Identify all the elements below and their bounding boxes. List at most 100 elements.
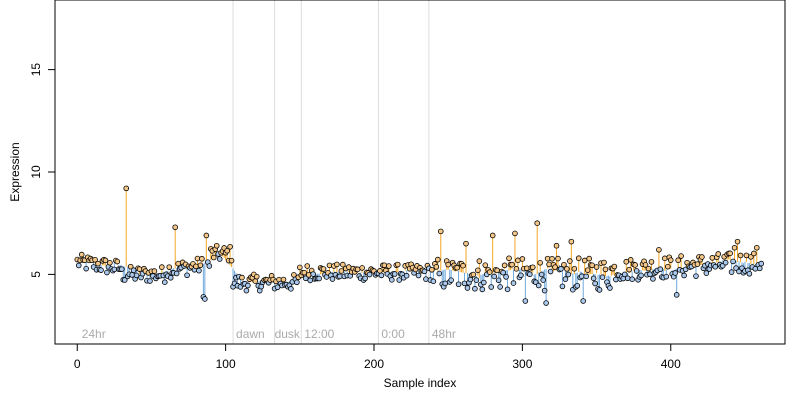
data-point — [534, 220, 541, 226]
data-point — [297, 264, 303, 271]
data-point — [455, 281, 462, 288]
data-point — [667, 257, 674, 263]
data-point — [737, 252, 744, 259]
data-point — [130, 267, 137, 274]
data-point — [613, 276, 619, 283]
data-point — [421, 268, 428, 275]
data-point — [510, 280, 517, 286]
data-point — [559, 283, 566, 290]
data-point — [123, 185, 130, 192]
data-point — [334, 261, 340, 268]
data-point — [526, 271, 533, 278]
data-point — [403, 272, 410, 279]
data-point — [624, 275, 631, 282]
data-point — [386, 263, 392, 269]
x-tick-label-0: 0 — [74, 357, 81, 371]
data-point — [722, 259, 729, 266]
data-point — [310, 271, 316, 277]
data-point — [500, 269, 506, 276]
data-point — [541, 287, 548, 294]
y-tick-label-2: 15 — [29, 63, 43, 77]
data-point — [564, 266, 570, 272]
data-point — [519, 256, 526, 262]
x-tick-label-1: 100 — [216, 357, 236, 371]
data-point — [210, 254, 217, 261]
data-point — [301, 269, 308, 276]
data-point — [326, 262, 333, 269]
data-point — [662, 255, 668, 262]
data-point — [758, 260, 765, 267]
phase-label-0: 24hr — [82, 327, 106, 341]
data-point — [196, 267, 202, 274]
data-point — [703, 270, 710, 276]
data-point — [172, 224, 178, 231]
data-point — [731, 244, 738, 251]
data-point — [543, 300, 549, 306]
data-point — [359, 265, 365, 271]
data-point — [645, 265, 652, 272]
data-point — [629, 276, 635, 282]
data-point — [95, 260, 101, 267]
data-point — [488, 284, 495, 290]
data-point — [216, 256, 223, 262]
data-point — [197, 262, 204, 269]
data-point — [509, 261, 515, 268]
data-point — [288, 286, 294, 292]
data-point — [746, 270, 753, 277]
data-point — [302, 275, 309, 282]
data-point — [593, 264, 600, 270]
data-point — [495, 277, 502, 284]
data-point — [78, 251, 85, 258]
data-point — [681, 272, 687, 279]
phase-label-4: 0:00 — [381, 327, 405, 341]
data-point — [699, 254, 705, 260]
data-point — [121, 277, 128, 283]
data-point — [445, 261, 451, 268]
data-point — [538, 271, 545, 278]
data-point — [159, 264, 165, 270]
data-point — [574, 282, 581, 289]
data-point — [584, 267, 591, 273]
data-point — [599, 274, 606, 281]
data-point — [734, 238, 741, 245]
y-axis-label: Expression — [8, 142, 22, 201]
data-point — [378, 272, 385, 279]
stems — [76, 188, 762, 304]
data-point — [481, 279, 487, 286]
data-point — [437, 228, 444, 235]
data-point — [464, 285, 471, 291]
data-point — [567, 258, 573, 264]
data-point — [92, 256, 98, 263]
data-point — [362, 275, 368, 282]
data-point — [489, 232, 496, 239]
phase-label-3: 12:00 — [304, 327, 334, 341]
data-point — [391, 271, 398, 277]
data-point — [535, 282, 542, 289]
data-point — [621, 271, 628, 278]
data-point — [415, 272, 422, 279]
data-point — [147, 278, 153, 284]
data-point — [663, 273, 670, 280]
data-point — [316, 275, 322, 282]
data-point — [712, 263, 719, 270]
data-point — [540, 277, 546, 283]
data-point — [429, 266, 435, 273]
x-axis-label: Sample index — [384, 376, 457, 390]
data-point — [518, 272, 524, 279]
data-point — [206, 263, 213, 269]
data-point — [253, 273, 260, 280]
data-point — [648, 259, 655, 265]
data-point — [472, 285, 478, 292]
data-point — [733, 265, 739, 271]
data-point — [304, 263, 311, 269]
data-point — [672, 270, 679, 276]
points — [74, 185, 765, 306]
data-point — [329, 276, 336, 282]
data-point — [647, 271, 653, 278]
data-point — [727, 250, 733, 257]
data-point — [549, 255, 555, 262]
data-point — [537, 260, 543, 266]
data-point — [213, 242, 220, 249]
phase-lines — [232, 0, 430, 344]
data-point — [730, 258, 736, 265]
